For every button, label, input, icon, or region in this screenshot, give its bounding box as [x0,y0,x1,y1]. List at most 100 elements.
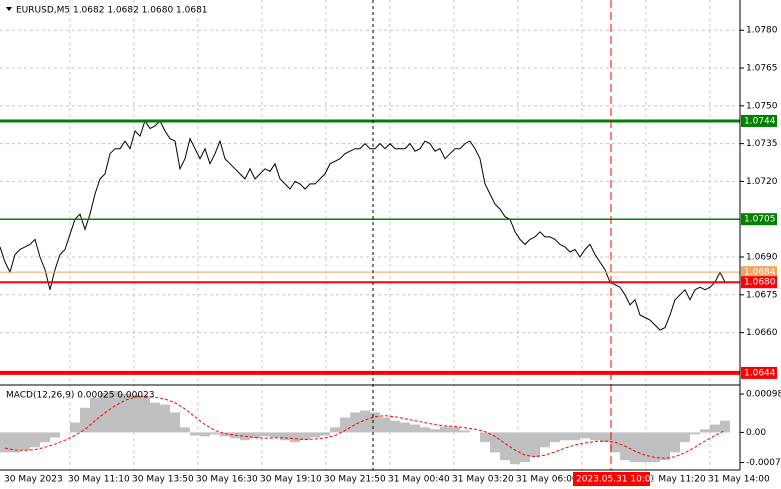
y-tick-label: 0.00098 [746,390,781,400]
macd-bar [540,432,550,448]
macd-bar [360,410,370,433]
macd-bar [300,432,310,441]
macd-bar [170,412,180,433]
indicator-title: MACD(12,26,9) 0.00025 0.00023 [6,391,155,401]
macd-bar [180,427,190,433]
macd-bar [110,390,120,433]
x-tick-label: 31 May 11:20 [644,475,706,485]
macd-bar [630,432,640,463]
x-tick-label: 30 May 11:10 [68,475,130,485]
level-label: 1.0684 [744,268,776,278]
macd-bar [450,427,460,433]
marks [0,119,740,465]
macd-bar [70,422,80,433]
macd-bar [700,429,710,433]
level-label-box [741,114,777,127]
macd-bar [240,432,250,441]
macd-bar [50,432,60,438]
level-label: 1.0644 [744,368,776,378]
macd-bar [290,432,300,443]
y-tick-label: 1.0765 [746,64,778,74]
macd-bar [30,432,40,448]
level-label-box [741,276,777,289]
macd-bar [200,432,210,437]
level-label-box [741,266,777,279]
level-label: 1.0680 [744,278,776,288]
macd-bar [380,417,390,433]
labels: 1.0780 1.0765 1.0750 1.0735 1.0720 1.0690 1.06… [4,26,781,486]
macd-bar [720,420,730,433]
macd-bar [490,432,500,453]
x-tick-label: 30 May 21:50 [324,475,386,485]
macd-bar [120,393,130,433]
macd-bar [320,432,330,436]
macd-bar [190,432,200,436]
macd-bar [710,424,720,433]
macd-bar [440,426,450,433]
macd-bar [680,432,690,443]
macd-bar [40,432,50,443]
level-label: 1.0705 [744,215,776,225]
x-tick-label: 31 May 14:00 [708,475,770,485]
macd-bar [690,432,700,435]
menu-icon[interactable] [6,7,12,11]
macd-bar [530,432,540,458]
chart-title: EURUSD,M5 1.0682 1.0682 1.0680 1.0681 [16,6,208,16]
price-line [0,119,726,331]
y-tick-label: -0.00077 [746,458,781,468]
level-label-box [741,213,777,226]
macd-bar [10,432,20,453]
macd-bar [340,417,350,433]
macd-bar [650,432,660,463]
macd-bar [140,397,150,433]
signal-line [4,395,726,459]
macd-bar [660,432,670,461]
x-tick-label: 30 May 13:50 [132,475,194,485]
macd-bar [350,412,360,433]
macd-bar [330,427,340,433]
macd-bar [250,432,260,439]
macd-bar [520,432,530,463]
macd-bar [0,432,10,453]
x-tick-label: 30 May 2023 [4,475,63,485]
macd-bar [150,402,160,433]
y-tick-label: 1.0720 [746,177,778,187]
macd-bar [390,420,400,433]
macd-bar [230,432,240,439]
macd-bar [590,432,600,441]
macd-bar [500,432,510,461]
macd-bar [130,394,140,433]
x-tick-label: 30 May 16:30 [196,475,258,485]
macd-bar [260,432,270,437]
macd-bar [670,432,680,453]
macd-bar [600,432,610,443]
y-tick-label: 1.0780 [746,26,778,36]
macd-bar [480,432,490,443]
y-tick-label: 1.0750 [746,101,778,111]
x-tick-label: 31 May 00:40 [388,475,450,485]
x-tick-label: 31 May 03:20 [452,475,514,485]
x-tick-label: 30 May 19:10 [260,475,322,485]
y-tick-label: 1.0675 [746,290,778,300]
macd-bar [410,424,420,433]
macd-bar [560,432,570,441]
crosshair-label: 2023.05.31 10:00 [576,475,657,485]
macd-bar [460,430,470,433]
macd-bar [430,429,440,433]
macd-bar [510,432,520,465]
macd-bar [270,432,280,438]
y-tick-label: 1.0690 [746,253,778,263]
y-tick-label: 0.00 [746,428,766,438]
level-label: 1.0744 [744,116,776,126]
macd-bar [420,427,430,433]
macd-bar [640,432,650,463]
y-tick-label: 1.0660 [746,328,778,338]
macd-bar [400,422,410,433]
y-tick-label: 1.0735 [746,139,778,149]
macd-bar [580,432,590,439]
x-tick-label: 31 May 06:00 [516,475,578,485]
macd-bar [160,404,170,433]
macd-bar [80,407,90,433]
macd-bar [550,432,560,443]
